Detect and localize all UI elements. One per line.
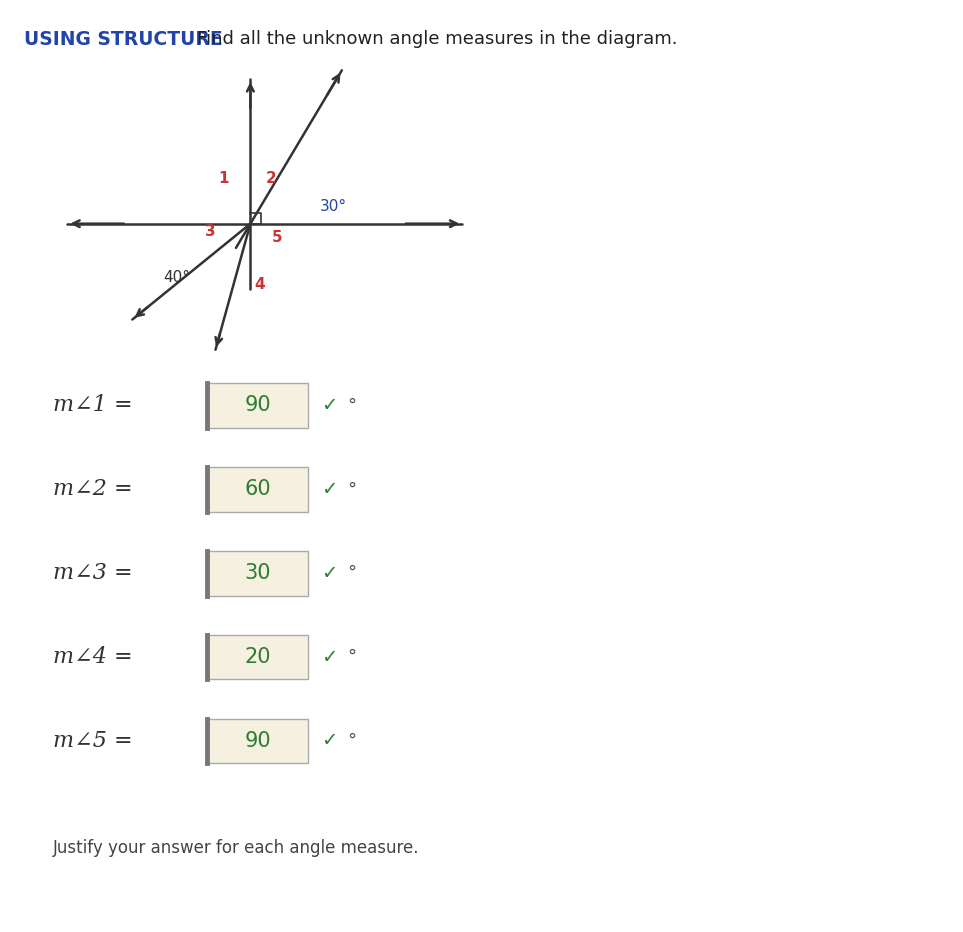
Text: m∠4 =: m∠4 = — [53, 646, 133, 668]
Text: 3: 3 — [204, 224, 216, 239]
Text: °: ° — [347, 480, 356, 499]
Text: m∠1 =: m∠1 = — [53, 394, 133, 417]
Text: m∠5 =: m∠5 = — [53, 730, 133, 752]
Text: 5: 5 — [272, 230, 283, 245]
Text: 90: 90 — [245, 731, 271, 751]
Text: ✓: ✓ — [321, 732, 338, 750]
Text: ✓: ✓ — [321, 396, 338, 415]
Text: °: ° — [347, 396, 356, 415]
Text: ✓: ✓ — [321, 648, 338, 666]
Text: 4: 4 — [254, 277, 266, 292]
Text: 1: 1 — [219, 171, 228, 186]
FancyBboxPatch shape — [207, 719, 308, 763]
Text: °: ° — [347, 564, 356, 582]
FancyBboxPatch shape — [207, 383, 308, 428]
FancyBboxPatch shape — [207, 635, 308, 679]
Text: Justify your answer for each angle measure.: Justify your answer for each angle measu… — [53, 839, 420, 857]
Text: °: ° — [347, 648, 356, 666]
Text: 60: 60 — [245, 479, 271, 500]
Text: m∠2 =: m∠2 = — [53, 478, 133, 500]
Text: 20: 20 — [245, 647, 271, 667]
Text: USING STRUCTURE: USING STRUCTURE — [24, 30, 222, 48]
Text: 30: 30 — [245, 563, 271, 583]
Text: Find all the unknown angle measures in the diagram.: Find all the unknown angle measures in t… — [197, 30, 678, 48]
FancyBboxPatch shape — [207, 551, 308, 596]
FancyBboxPatch shape — [207, 467, 308, 512]
Text: 2: 2 — [266, 171, 277, 186]
Text: m∠3 =: m∠3 = — [53, 562, 133, 584]
Text: °: ° — [347, 732, 356, 750]
Text: ✓: ✓ — [321, 564, 338, 582]
Text: ✓: ✓ — [321, 480, 338, 499]
Text: 40°: 40° — [164, 270, 191, 285]
Text: 30°: 30° — [320, 199, 347, 214]
Text: 90: 90 — [245, 395, 271, 416]
